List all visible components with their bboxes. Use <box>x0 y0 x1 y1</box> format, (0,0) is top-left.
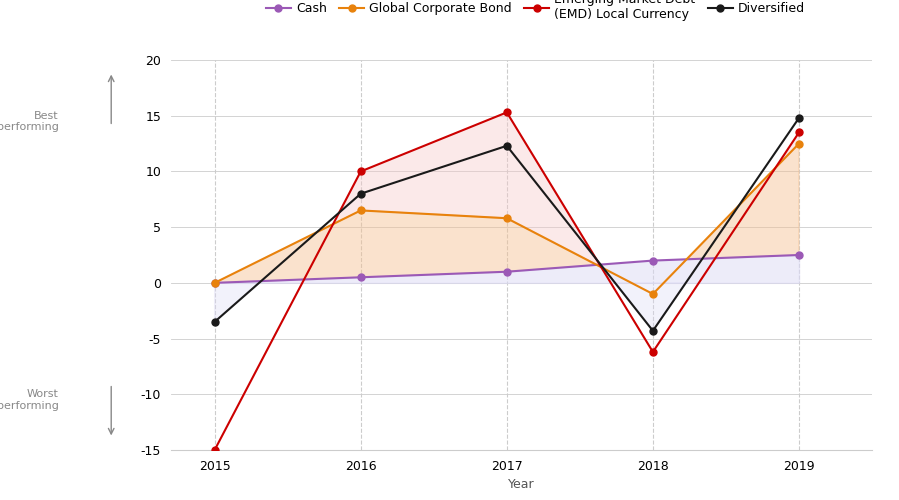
Legend: Cash, Global Corporate Bond, Emerging Market Debt
(EMD) Local Currency, Diversif: Cash, Global Corporate Bond, Emerging Ma… <box>261 0 810 26</box>
Text: Best
performing: Best performing <box>0 110 58 132</box>
Text: Worst
performing: Worst performing <box>0 390 58 411</box>
X-axis label: Year: Year <box>508 478 535 492</box>
